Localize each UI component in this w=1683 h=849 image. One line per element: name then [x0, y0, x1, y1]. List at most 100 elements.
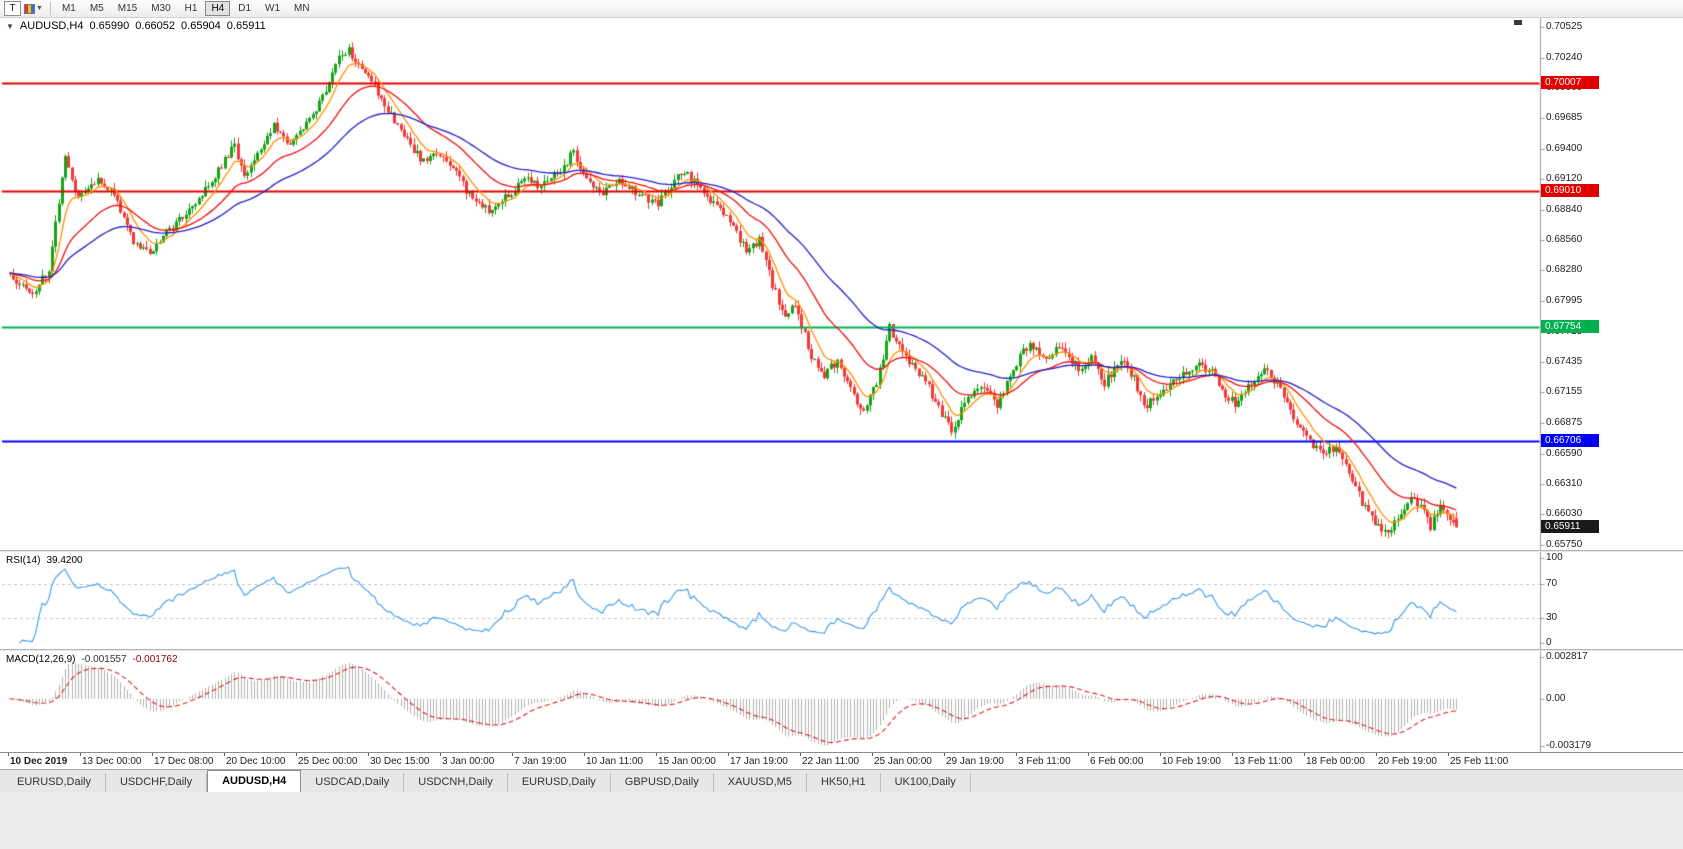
chart-tab-hk50-h1[interactable]: HK50,H1	[806, 773, 881, 792]
one-click-trading-arrow-icon[interactable]: ▼	[6, 21, 14, 31]
chart-tab-usdchf-daily[interactable]: USDCHF,Daily	[105, 773, 208, 792]
rsi-axis-label: 100	[1546, 552, 1563, 563]
chart-tab-bar: EURUSD,Daily USDCHF,Daily AUDUSD,H4 USDCAD,…	[0, 769, 1683, 792]
chart-symbol-label: AUDUSD,H4	[19, 20, 84, 32]
chart-shift-marker[interactable]	[1514, 20, 1522, 25]
text-tool-button[interactable]: T	[4, 1, 21, 16]
macd-indicator-name: MACD(12,26,9)	[6, 654, 76, 665]
current-price-badge[interactable]: 0.65911	[1541, 520, 1599, 533]
timeframe-button-m1[interactable]: M1	[61, 3, 76, 14]
timeframe-button-h4[interactable]: H4	[205, 1, 231, 16]
rsi-canvas[interactable]	[0, 552, 1683, 649]
price-axis-tick: 0.66590	[1546, 448, 1583, 459]
price-level-badge[interactable]: 0.66706	[1541, 434, 1599, 447]
time-axis-label: 25 Dec 00:00	[298, 756, 358, 767]
price-axis-tick: 0.66875	[1546, 417, 1583, 428]
chart-tab-usdcad-daily[interactable]: USDCAD,Daily	[301, 773, 405, 792]
price-axis-tick: 0.70240	[1546, 52, 1583, 63]
time-axis-tick	[944, 753, 945, 756]
timeframe-button-mn[interactable]: MN	[294, 3, 310, 14]
time-axis-label: 17 Jan 19:00	[730, 756, 788, 767]
macd-indicator-panel: MACD(12,26,9) -0.001557 -0.001762 0.0028…	[0, 651, 1683, 752]
price-axis-tick: 0.69685	[1546, 112, 1583, 123]
time-axis-tick	[728, 753, 729, 756]
price-axis-tick: 0.70525	[1546, 21, 1583, 32]
timeframe-button-m30[interactable]: M30	[151, 3, 171, 14]
macd-canvas[interactable]	[0, 651, 1683, 752]
time-axis-tick	[1304, 753, 1305, 756]
time-axis-tick	[656, 753, 657, 756]
macd-signal-value: -0.001762	[132, 654, 178, 665]
rsi-header: RSI(14) 39.4200	[6, 555, 83, 566]
time-axis-label: 22 Jan 11:00	[802, 756, 860, 767]
panel-resize-divider[interactable]	[0, 649, 1683, 651]
time-axis-label: 20 Feb 19:00	[1378, 756, 1437, 767]
time-axis-tick	[8, 753, 9, 756]
timeframe-button-h1[interactable]: H1	[184, 3, 198, 14]
price-axis-tick: 0.66310	[1546, 478, 1583, 489]
rsi-indicator-name: RSI(14)	[6, 555, 41, 566]
time-axis-tick	[1160, 753, 1161, 756]
main-chart-canvas[interactable]	[0, 18, 1683, 550]
time-axis-label: 25 Jan 00:00	[874, 756, 932, 767]
price-level-badge[interactable]: 0.67754	[1541, 320, 1599, 333]
time-axis-label: 13 Dec 00:00	[82, 756, 142, 767]
chart-tab-audusd-h4[interactable]: AUDUSD,H4	[207, 770, 302, 792]
time-axis[interactable]: 10 Dec 2019 13 Dec 00:00 17 Dec 08:00 20 De…	[0, 752, 1683, 769]
toolbar: T ▼ M1 M5 M15 M30 H1 H4 D1 W1 MN	[0, 0, 1683, 18]
dropdown-caret-icon: ▼	[36, 5, 43, 12]
price-axis-tick: 0.69120	[1546, 173, 1583, 184]
timeframe-button-w1[interactable]: W1	[265, 3, 281, 14]
crayons-icon	[24, 3, 35, 14]
chart-close-value: 0.65911	[226, 20, 266, 32]
price-axis-tick: 0.69400	[1546, 143, 1583, 154]
timeframe-button-m15[interactable]: M15	[117, 3, 138, 14]
time-axis-tick	[1448, 753, 1449, 756]
price-axis-tick: 0.67435	[1546, 356, 1583, 367]
time-axis-label: 30 Dec 15:00	[370, 756, 430, 767]
time-axis-label: 25 Feb 11:00	[1450, 756, 1509, 767]
time-axis-tick	[440, 753, 441, 756]
time-axis-tick	[800, 753, 801, 756]
price-axis-tick: 0.68840	[1546, 204, 1583, 215]
time-axis-tick	[296, 753, 297, 756]
time-axis-label: 3 Jan 00:00	[442, 756, 495, 767]
price-axis-tick: 0.67155	[1546, 386, 1583, 397]
rsi-indicator-panel: RSI(14) 39.4200 100 70 30 0	[0, 552, 1683, 649]
time-axis-tick	[152, 753, 153, 756]
time-axis-label: 29 Jan 19:00	[946, 756, 1004, 767]
time-axis-label: 18 Feb 00:00	[1306, 756, 1365, 767]
chart-tab-uk100-daily[interactable]: UK100,Daily	[880, 773, 971, 792]
time-axis-label: 7 Jan 19:00	[514, 756, 567, 767]
timeframe-button-d1[interactable]: D1	[238, 3, 252, 14]
price-level-badge[interactable]: 0.70007	[1541, 76, 1599, 89]
time-axis-tick	[1232, 753, 1233, 756]
chart-tab-eurusd-daily[interactable]: EURUSD,Daily	[507, 773, 611, 792]
price-level-badge[interactable]: 0.69010	[1541, 184, 1599, 197]
time-axis-label: 10 Feb 19:00	[1162, 756, 1221, 767]
time-axis-tick	[1376, 753, 1377, 756]
panel-resize-divider[interactable]	[0, 550, 1683, 552]
time-axis-tick	[872, 753, 873, 756]
time-axis-tick	[584, 753, 585, 756]
chart-tab-eurusd-daily[interactable]: EURUSD,Daily	[3, 773, 106, 792]
price-axis-tick: 0.68560	[1546, 234, 1583, 245]
colors-tool-button[interactable]: ▼	[22, 3, 45, 14]
time-axis-tick	[1016, 753, 1017, 756]
chart-tab-usdcnh-daily[interactable]: USDCNH,Daily	[404, 773, 508, 792]
chart-open-value: 0.65990	[89, 20, 130, 32]
chart-low-value: 0.65904	[181, 20, 221, 32]
rsi-indicator-value: 39.4200	[46, 555, 83, 566]
time-axis-tick	[1088, 753, 1089, 756]
time-axis-tick	[512, 753, 513, 756]
time-axis-label: 3 Feb 11:00	[1018, 756, 1071, 767]
main-price-chart-panel: ▼ AUDUSD,H4 0.65990 0.66052 0.65904 0.65…	[0, 18, 1683, 550]
timeframe-button-group: M1 M5 M15 M30 H1 H4 D1 W1 MN	[56, 1, 316, 16]
timeframe-button-m5[interactable]: M5	[89, 3, 104, 14]
chart-tab-xauusd-m5[interactable]: XAUUSD,M5	[713, 773, 807, 792]
chart-tab-gbpusd-daily[interactable]: GBPUSD,Daily	[610, 773, 714, 792]
price-axis-tick: 0.68280	[1546, 264, 1583, 275]
rsi-axis-label: 30	[1546, 612, 1558, 623]
time-axis-label: 10 Jan 11:00	[586, 756, 644, 767]
macd-axis-label: -0.003179	[1546, 740, 1592, 751]
